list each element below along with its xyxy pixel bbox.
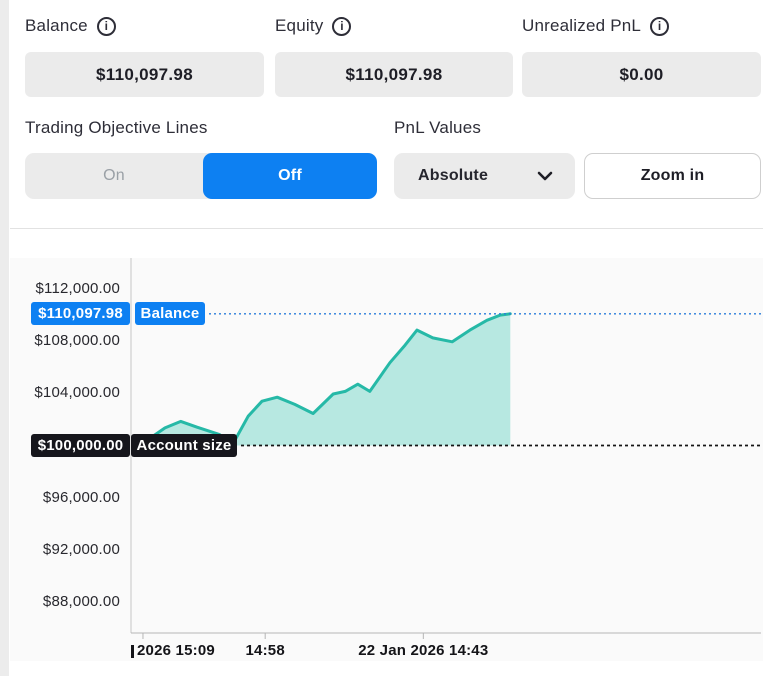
pnl-values-selected-option: Absolute <box>418 167 489 184</box>
balance-name-tag: Balance <box>135 302 205 326</box>
pnl-values-select[interactable]: Absolute <box>394 153 575 199</box>
stat-card-equity: Equity i $110,097.98 <box>275 14 513 97</box>
chevron-down-icon <box>537 171 553 181</box>
account-size-name-tag: Account size <box>131 434 237 457</box>
info-icon[interactable]: i <box>96 16 116 36</box>
balance-line <box>143 312 512 445</box>
pnl-values-label: PnL Values <box>394 118 482 137</box>
balance-chart: $112,000.00 $108,000.00 $104,000.00 $96,000… <box>0 258 768 676</box>
section-divider <box>10 228 763 229</box>
equity-label: Equity <box>275 16 324 35</box>
toggle-off-button[interactable]: Off <box>203 153 377 199</box>
balance-area-fill <box>144 313 511 446</box>
chart-canvas[interactable] <box>0 258 768 676</box>
stat-card-balance: Balance i $110,097.98 <box>25 14 264 97</box>
y-axis-tick-label: $104,000.00 <box>34 384 120 402</box>
unrealized-pnl-value: $0.00 <box>522 52 761 97</box>
y-axis-tick-label: $88,000.00 <box>42 593 120 610</box>
trading-objective-toggle[interactable]: On Off <box>25 153 377 199</box>
balance-value: $110,097.98 <box>25 52 264 97</box>
equity-value: $110,097.98 <box>275 52 513 97</box>
stat-card-unrealized-pnl: Unrealized PnL i $0.00 <box>522 14 761 97</box>
y-axis-tick-label: $112,000.00 <box>35 280 120 297</box>
info-icon[interactable]: i <box>332 16 352 36</box>
trading-objective-lines-label: Trading Objective Lines <box>25 118 208 137</box>
toggle-on-button[interactable]: On <box>103 167 125 184</box>
account-size-value-tag: $100,000.00 <box>31 434 130 457</box>
y-axis-tick-label: $96,000.00 <box>42 488 120 506</box>
left-gutter <box>0 0 9 676</box>
balance-value-tag: $110,097.98 <box>31 302 130 326</box>
balance-label: Balance <box>25 16 88 35</box>
clipped-tick-label-fragment <box>131 645 134 658</box>
unrealized-pnl-label: Unrealized PnL <box>522 16 642 35</box>
y-axis-tick-label: $92,000.00 <box>42 540 120 558</box>
info-icon[interactable]: i <box>650 16 670 36</box>
x-axis-tick-label: 22 Jan 2026 14:43 <box>358 642 489 659</box>
chart-background <box>10 258 763 661</box>
zoom-in-button[interactable]: Zoom in <box>584 153 761 199</box>
x-axis-tick-label: 14:58 <box>245 642 285 659</box>
x-axis-tick-label: 2026 15:09 <box>137 642 215 659</box>
y-axis-tick-label: $108,000.00 <box>34 332 120 350</box>
